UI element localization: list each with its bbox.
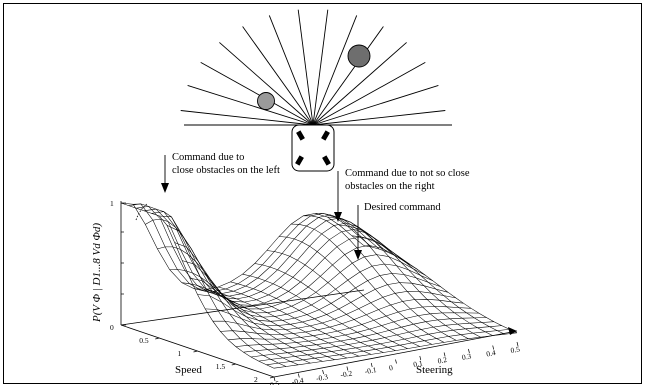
sensor-ray <box>312 84 439 126</box>
speed-tick-mark <box>231 363 236 366</box>
steering-tick-mark <box>468 348 470 354</box>
annotation-left-line2: close obstacles on the left <box>172 165 280 176</box>
arrow-desired-head-icon <box>354 250 362 260</box>
arrow-left-head-icon <box>161 183 169 193</box>
z-tick-marks <box>121 202 126 326</box>
steering-tick-label: 0.3 <box>461 351 472 362</box>
annotation-right-line1: Command due to not so close <box>345 168 470 179</box>
annotation-left-line1: Command due to <box>172 152 244 163</box>
figure-frame: 0 1 P(V Φ | D1...8 Vd Φd) 0.5 1 1.5 2 Speed… <box>3 3 642 390</box>
surface-grid-line <box>243 317 487 353</box>
peak-dotted-marker <box>135 203 148 221</box>
steering-tick-mark <box>443 352 446 357</box>
surface-grid-line <box>169 269 323 362</box>
steering-tick-mark <box>516 341 519 347</box>
annotation-right-line2: obstacles on the right <box>345 181 435 192</box>
sensor-ray <box>312 26 384 126</box>
z-tick-0: 0 <box>110 323 114 332</box>
surface-grid-line <box>181 282 335 360</box>
surface-grid-line <box>339 225 493 336</box>
speed-axis-label: Speed <box>175 364 202 376</box>
annotation-desired: Desired command <box>364 202 441 213</box>
speed-tick-label: 1 <box>178 349 182 358</box>
speed-tick-mark <box>269 376 275 379</box>
surface-grid-line <box>303 215 457 341</box>
surface-grid-line <box>206 289 360 357</box>
steering-tick-label: -0.5 <box>267 379 281 385</box>
sensor-ray <box>219 42 314 126</box>
steering-tick-mark <box>419 355 422 361</box>
speed-tick-mark <box>155 337 160 340</box>
surface-grid-line <box>242 273 396 351</box>
arrow-right-head-icon <box>334 212 342 222</box>
surface-grid-line <box>120 202 275 369</box>
surface-grid-line <box>254 263 408 349</box>
sensor-ray <box>268 15 314 126</box>
steering-axis-label: Steering <box>416 364 453 376</box>
z-axis-label: P(V Φ | D1...8 Vd Φd) <box>91 223 103 323</box>
sensor-ray <box>312 110 446 126</box>
steering-tick-mark <box>346 366 349 371</box>
steering-tick-mark <box>322 369 324 375</box>
surface-grid-line <box>212 291 456 331</box>
obstacle-right-icon <box>347 44 371 68</box>
steering-tick-label: 0.2 <box>437 355 448 366</box>
surface-grid-line <box>218 286 372 355</box>
steering-tick-label: -0.4 <box>291 376 305 385</box>
sensor-ray <box>180 110 314 126</box>
surface-grid-line <box>278 236 433 345</box>
speed-tick-mark <box>193 350 198 353</box>
steering-tick-label: 0.4 <box>485 348 496 359</box>
sensor-ray <box>312 15 358 126</box>
sensor-ray <box>200 62 314 126</box>
surface-grid-line <box>197 273 441 322</box>
figure-canvas: 0 1 P(V Φ | D1...8 Vd Φd) 0.5 1 1.5 2 Speed… <box>91 9 521 390</box>
surface-grid-line <box>174 242 418 310</box>
steering-tick-mark <box>370 362 373 368</box>
sensor-ray <box>297 9 314 126</box>
steering-tick-mark <box>492 345 495 350</box>
surface-grid-line <box>133 203 287 367</box>
sensor-ray <box>312 62 426 126</box>
speed-tick-label: 1.5 <box>216 362 226 371</box>
surface-grid-line <box>193 288 348 359</box>
z-tick-1: 1 <box>110 199 114 208</box>
steering-tick-label: -0.3 <box>315 372 329 383</box>
surface-grid-line <box>351 235 506 335</box>
sensor-ray <box>312 42 407 126</box>
surface-grid-line <box>327 216 481 338</box>
surface-grid-line <box>363 245 518 334</box>
steering-tick-label: -0.1 <box>364 365 378 376</box>
sensor-ray <box>312 9 329 126</box>
speed-tick-label: 0.5 <box>139 336 149 345</box>
probability-surface <box>120 202 518 369</box>
robot-icon <box>291 124 335 172</box>
steering-tick-mark <box>273 376 276 382</box>
obstacle-left-icon <box>257 92 275 110</box>
surface-grid-line <box>250 321 495 358</box>
sensor-ray <box>242 26 314 126</box>
steering-ticks: -0.5 -0.4 -0.3 -0.2 -0.1 0 0.1 0.2 0.3 0.4 0.5 <box>267 341 521 390</box>
sensor-rays <box>180 9 446 126</box>
steering-axis-arrow-icon <box>508 327 517 335</box>
surface-grid-line <box>266 250 420 347</box>
speed-ticks: 0.5 1 1.5 2 <box>139 336 275 384</box>
surface-grid-line <box>157 246 311 364</box>
sensor-ray <box>187 84 314 126</box>
steering-tick-mark <box>297 373 300 378</box>
steering-tick-mark <box>395 359 397 364</box>
steering-tick-label: 0.1 <box>413 358 424 369</box>
speed-tick-label: 2 <box>254 375 258 384</box>
steering-tick-label: 0.5 <box>510 344 521 355</box>
steering-tick-label: 0 <box>388 363 394 373</box>
surface-grid-line <box>145 218 299 366</box>
steering-tick-label: -0.2 <box>340 369 354 380</box>
surface-grid-line <box>315 213 469 339</box>
surface-grid-line <box>230 281 384 353</box>
surface-grid-line <box>291 223 445 343</box>
